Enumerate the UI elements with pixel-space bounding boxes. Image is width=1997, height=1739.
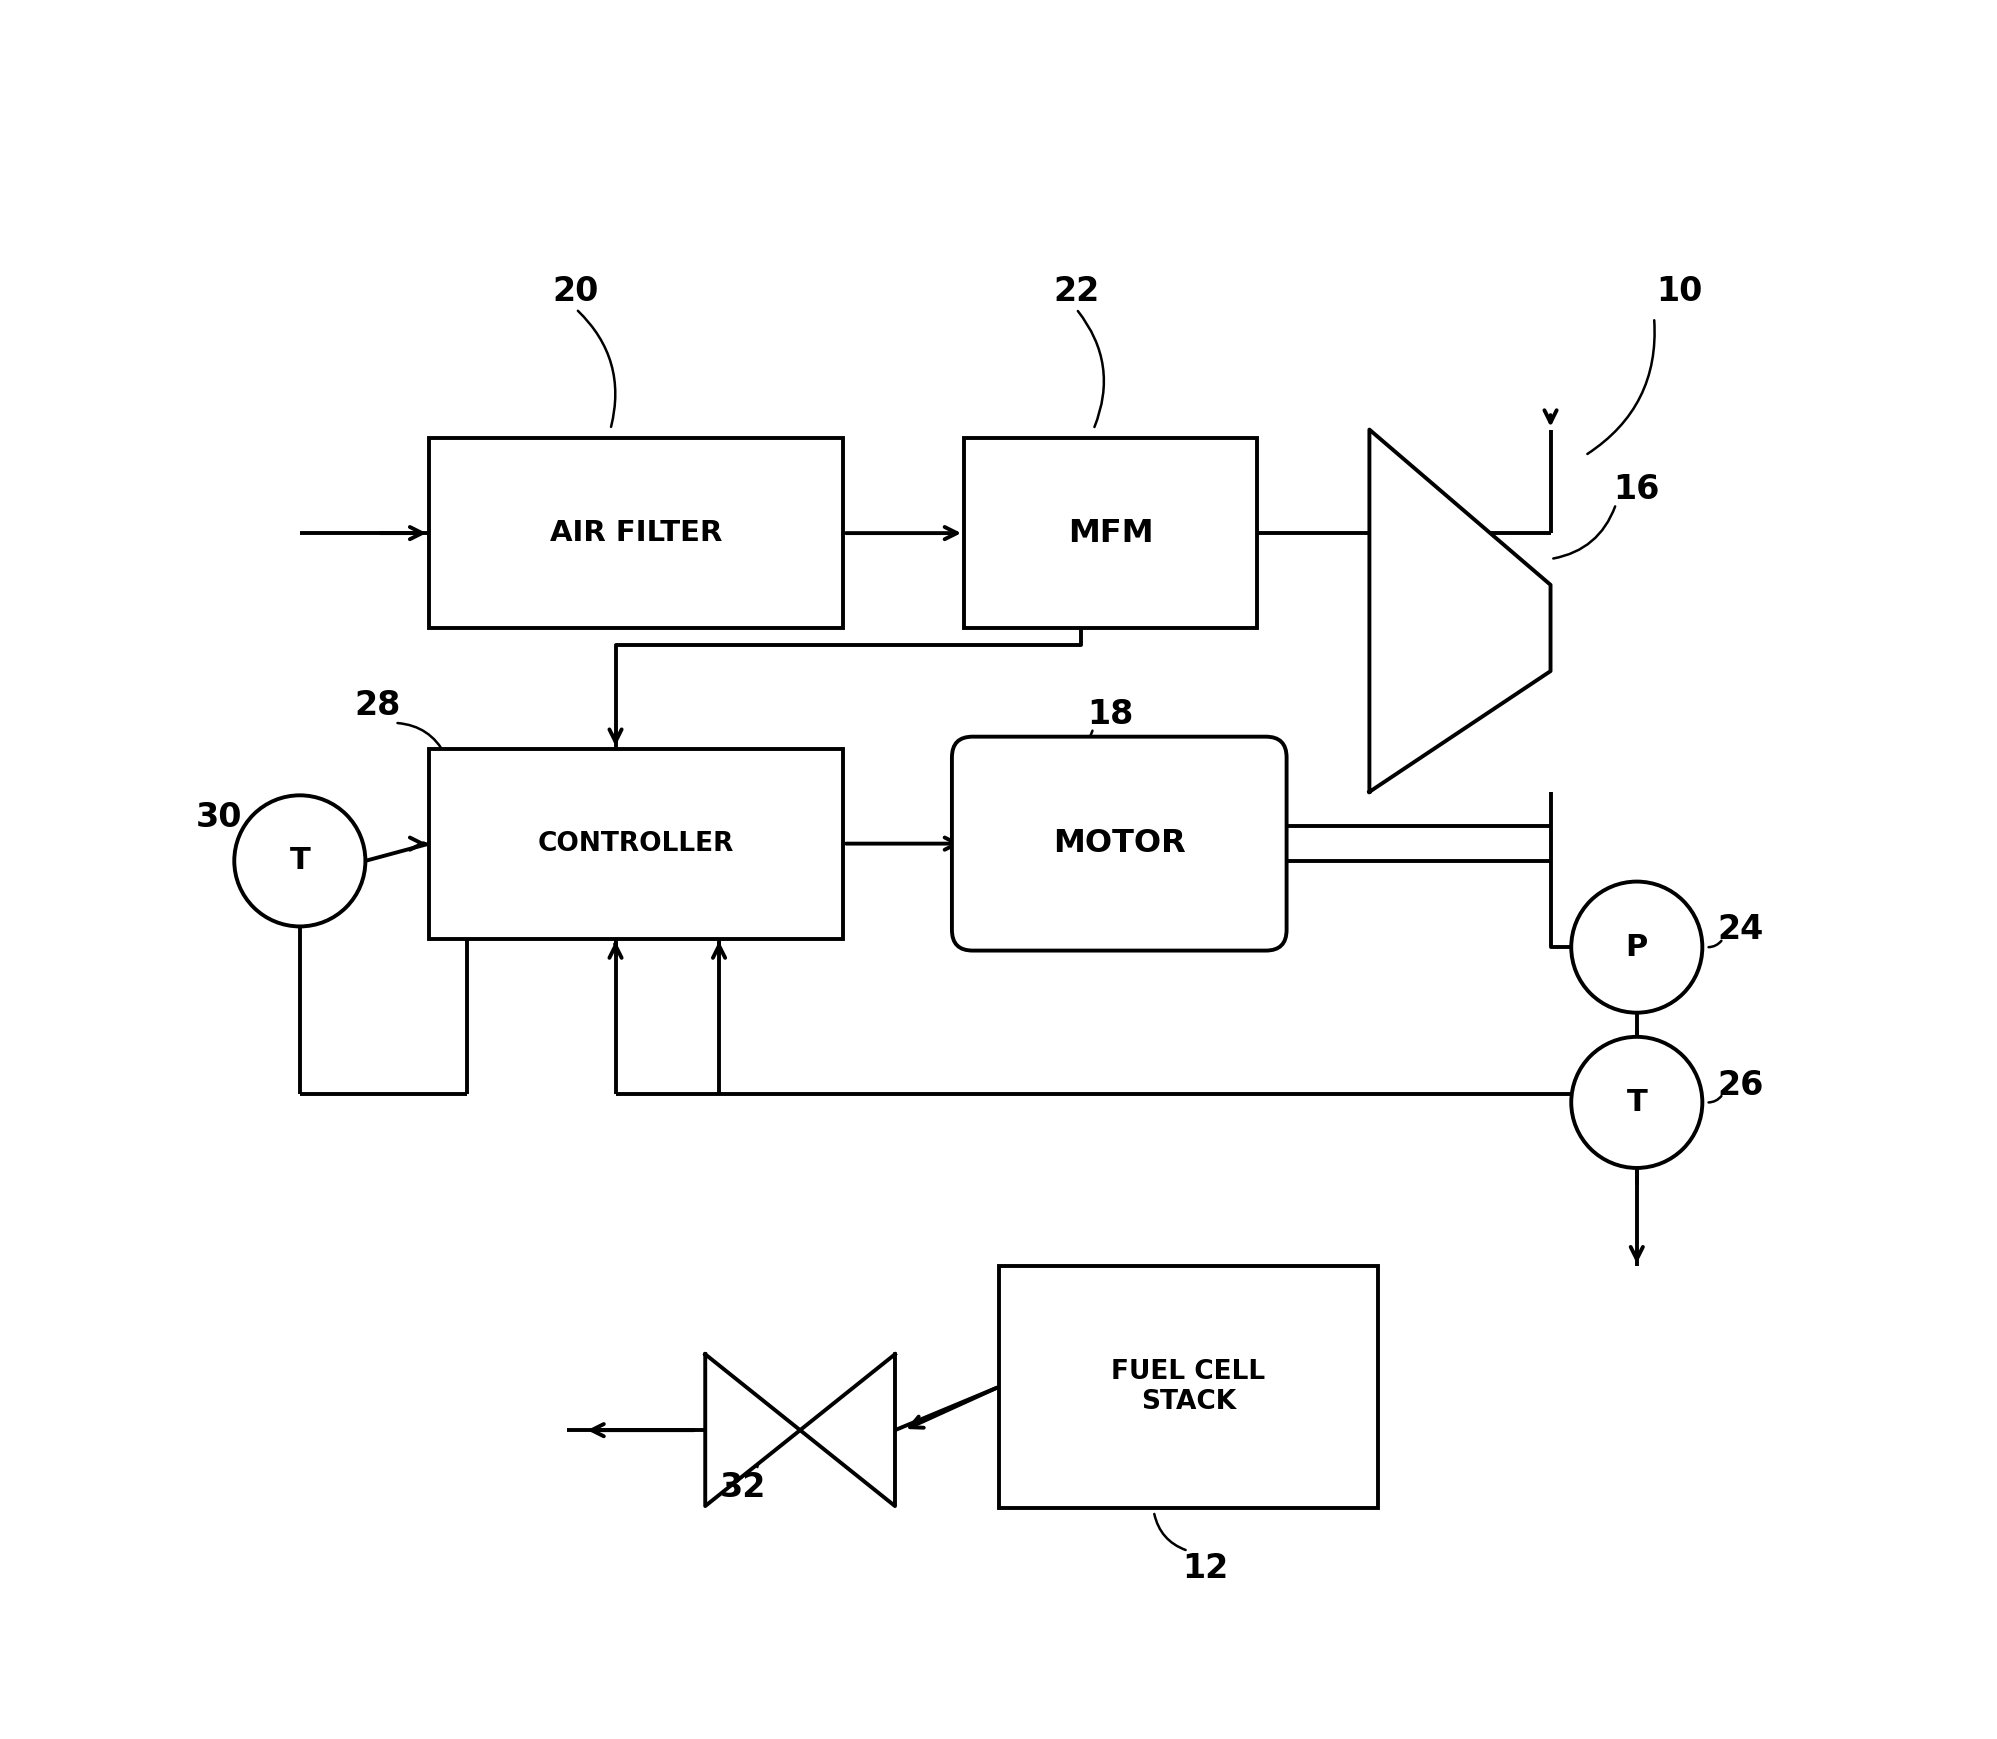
Text: 28: 28 (353, 689, 401, 722)
Bar (429, 750, 843, 939)
Text: 10: 10 (1658, 275, 1703, 308)
Text: 30: 30 (196, 802, 242, 835)
Circle shape (1572, 882, 1701, 1012)
Text: FUEL CELL
STACK: FUEL CELL STACK (1110, 1360, 1266, 1416)
Polygon shape (801, 1355, 895, 1506)
Text: 22: 22 (1052, 275, 1098, 308)
Circle shape (234, 795, 365, 927)
Text: 16: 16 (1614, 473, 1660, 506)
Circle shape (1572, 1036, 1701, 1169)
Text: 20: 20 (553, 275, 599, 308)
Text: AIR FILTER: AIR FILTER (549, 520, 723, 548)
Polygon shape (705, 1355, 801, 1506)
Bar (429, 438, 843, 628)
Text: T: T (1626, 1089, 1648, 1116)
Text: 26: 26 (1717, 1069, 1763, 1101)
Polygon shape (1370, 430, 1550, 791)
Text: T: T (290, 847, 310, 875)
Text: 32: 32 (721, 1471, 767, 1504)
Text: MFM: MFM (1068, 518, 1154, 548)
Text: MOTOR: MOTOR (1052, 828, 1186, 859)
Bar (965, 438, 1258, 628)
Text: CONTROLLER: CONTROLLER (537, 831, 735, 857)
Text: 12: 12 (1182, 1551, 1228, 1584)
Text: 24: 24 (1717, 913, 1763, 946)
Text: P: P (1626, 932, 1648, 962)
Text: 18: 18 (1088, 697, 1134, 730)
FancyBboxPatch shape (953, 737, 1286, 951)
Bar (998, 1266, 1378, 1508)
